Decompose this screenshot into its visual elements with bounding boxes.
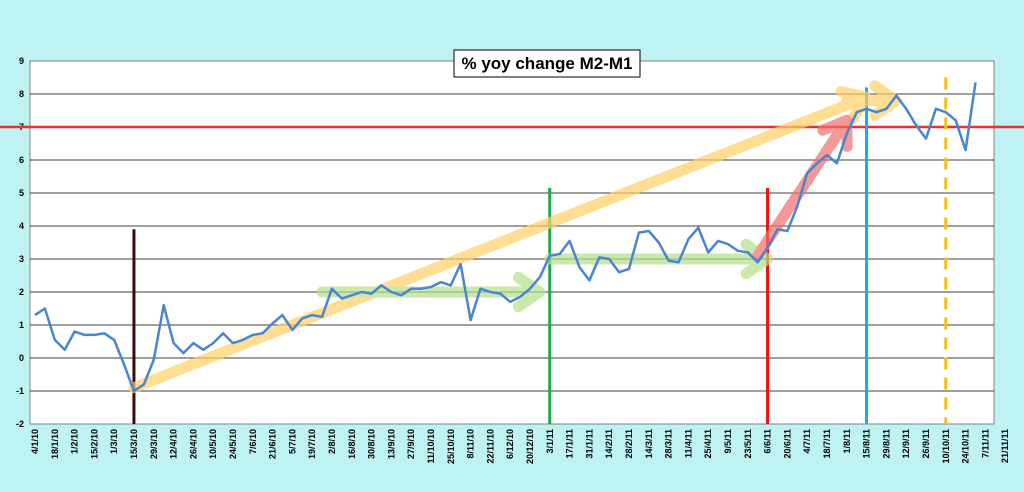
series-line (34, 82, 977, 393)
x-tick-label: 7/11/11 (980, 429, 990, 458)
x-tick-label: 8/11/10 (466, 429, 476, 459)
x-tick-label: 22/11/10 (485, 429, 495, 464)
x-tick-label: 1/2/10 (70, 429, 80, 454)
y-tick-label: 5 (19, 188, 24, 198)
x-tick-label: 11/10/10 (426, 429, 436, 464)
y-tick-label: 8 (19, 89, 24, 99)
x-tick-label: 4/1/10 (30, 429, 40, 454)
x-tick-label: 29/8/11 (881, 429, 891, 459)
y-tick-label: 1 (19, 320, 24, 330)
x-tick-label: 20/6/11 (782, 429, 792, 459)
x-tick-label: 19/7/10 (307, 429, 317, 459)
series-lines (34, 82, 977, 393)
x-tick-label: 6/12/10 (505, 429, 515, 459)
x-tick-label: 7/6/10 (248, 429, 258, 454)
x-tick-label: 3/1/11 (545, 429, 555, 454)
x-tick-label: 23/5/11 (743, 429, 753, 459)
x-tick-label: 20/12/10 (525, 429, 535, 464)
x-tick-label: 15/3/10 (129, 429, 139, 459)
x-tick-label: 16/8/10 (347, 429, 357, 459)
x-tick-label: 24/10/11 (961, 429, 971, 464)
y-tick-label: 9 (19, 56, 24, 66)
x-tick-label: 13/9/10 (386, 429, 396, 459)
x-tick-label: 12/4/10 (169, 429, 179, 459)
trend-arrow (544, 238, 774, 280)
x-tick-label: 18/1/10 (50, 429, 60, 459)
x-tick-label: 21/6/10 (268, 429, 278, 459)
chart-title: % yoy change M2-M1 (462, 54, 633, 73)
y-tick-label: 0 (19, 353, 24, 363)
y-tick-label: 3 (19, 254, 24, 264)
x-tick-label: 2/8/10 (327, 429, 337, 454)
x-tick-label: 25/10/10 (446, 429, 456, 464)
x-tick-label: 29/3/10 (149, 429, 159, 459)
y-tick-label: 6 (19, 155, 24, 165)
x-tick-label: 17/1/11 (565, 429, 575, 459)
x-tick-label: 14/3/11 (644, 429, 654, 459)
x-tick-label: 25/4/11 (703, 429, 713, 459)
x-tick-label: 30/8/10 (367, 429, 377, 459)
x-tick-label: 10/10/11 (941, 429, 951, 464)
x-tick-label: 26/4/10 (188, 429, 198, 459)
x-tick-label: 21/11/11 (1000, 429, 1010, 463)
x-tick-label: 28/3/11 (664, 429, 674, 459)
x-tick-label: 15/2/10 (89, 429, 99, 459)
x-tick-label: 1/3/10 (109, 429, 119, 454)
y-tick-label: -2 (16, 419, 24, 429)
y-axis-ticks: -2-10123456789 (16, 56, 24, 429)
x-axis-ticks: 4/1/10 18/1/10 1/2/10 15/2/10 1/3/10 15/3/10 2… (30, 429, 1010, 464)
x-tick-label: 1/8/11 (842, 429, 852, 454)
x-tick-label: 5/7/10 (287, 429, 297, 454)
x-tick-label: 31/1/11 (584, 429, 594, 459)
x-tick-label: 6/6/11 (763, 429, 773, 454)
x-tick-label: 27/9/10 (406, 429, 416, 459)
x-tick-label: 4/7/11 (802, 429, 812, 454)
x-tick-label: 11/4/11 (683, 429, 693, 458)
x-tick-label: 14/2/11 (604, 429, 614, 459)
x-tick-label: 9/5/11 (723, 429, 733, 454)
x-tick-label: 12/9/11 (901, 429, 911, 459)
y-tick-label: 4 (19, 221, 24, 231)
x-tick-label: 28/2/11 (624, 429, 634, 459)
x-tick-label: 26/9/11 (921, 429, 931, 459)
chart-title-box: % yoy change M2-M1 (453, 49, 641, 78)
x-tick-label: 18/7/11 (822, 429, 832, 459)
x-tick-label: 10/5/10 (208, 429, 218, 459)
x-tick-label: 15/8/11 (862, 429, 872, 459)
x-tick-label: 24/5/10 (228, 429, 238, 459)
y-tick-label: -1 (16, 386, 24, 396)
y-tick-label: 2 (19, 287, 24, 297)
